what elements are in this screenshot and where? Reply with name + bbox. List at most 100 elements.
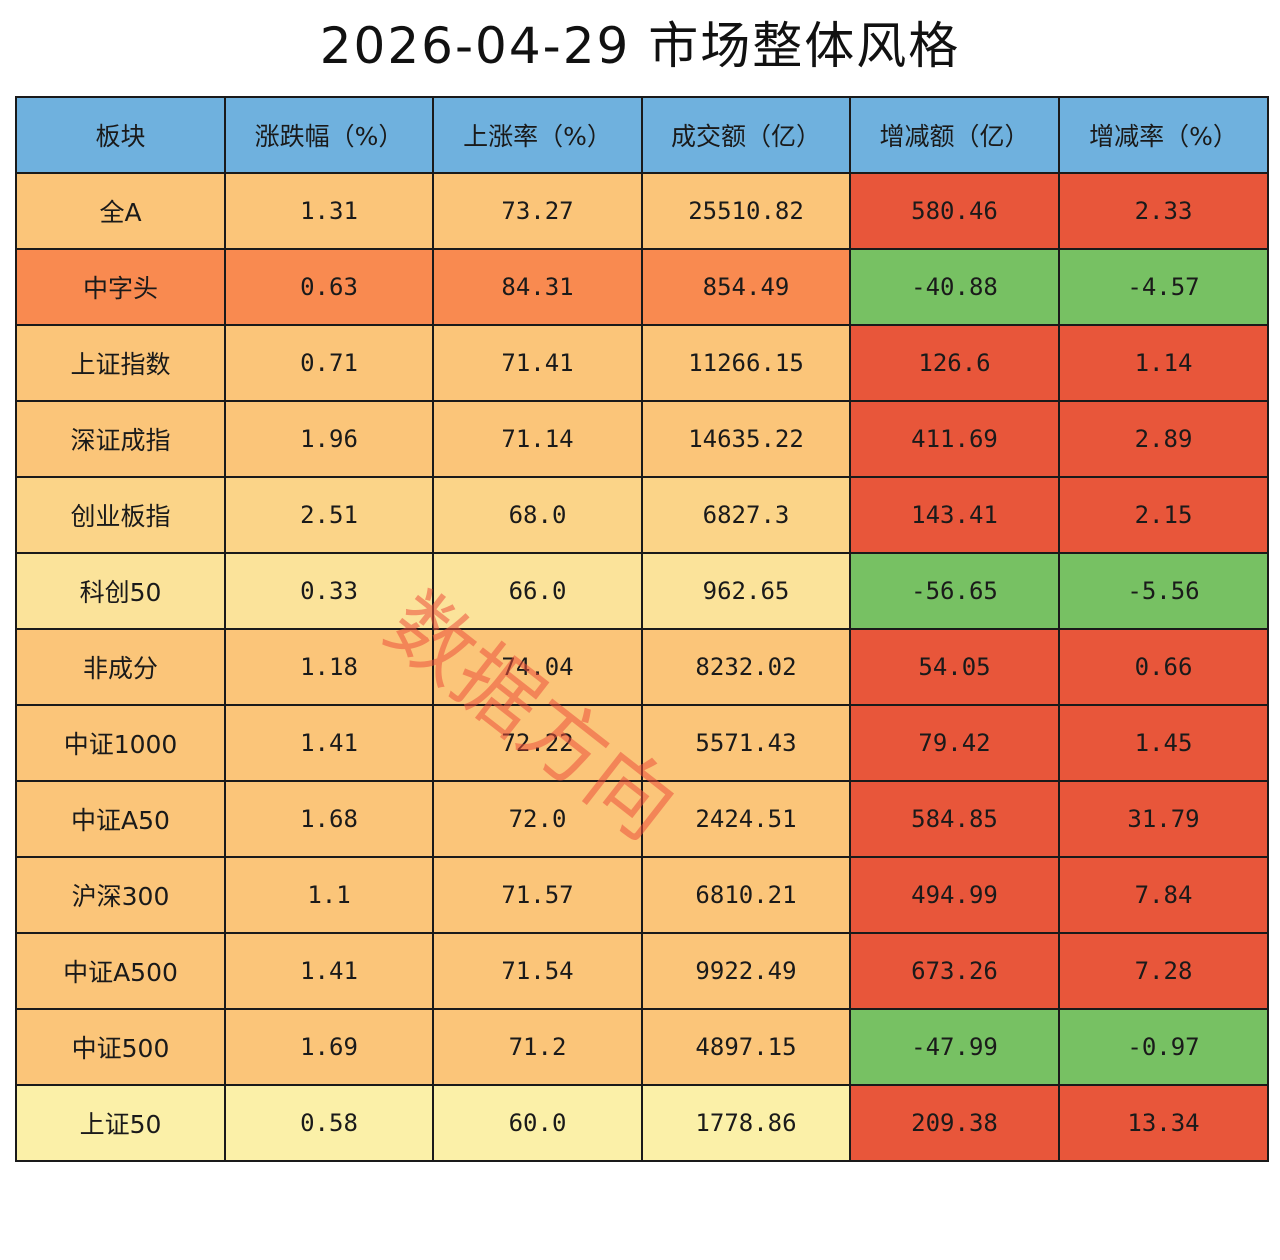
- cell-turnover-change-rate: -0.97: [1058, 1008, 1269, 1086]
- cell-change-pct: 1.68: [224, 780, 434, 858]
- cell-turnover-change-rate: -4.57: [1058, 248, 1269, 326]
- cell-rise-ratio: 66.0: [432, 552, 643, 630]
- cell-turnover: 854.49: [641, 248, 851, 326]
- header-sector: 板块: [15, 96, 226, 174]
- table-row: 非成分 1.18 74.04 8232.02 54.05 0.66: [15, 628, 1269, 706]
- table-row: 沪深300 1.1 71.57 6810.21 494.99 7.84: [15, 856, 1269, 934]
- cell-turnover-change: 126.6: [849, 324, 1060, 402]
- cell-turnover: 9922.49: [641, 932, 851, 1010]
- cell-sector: 中证500: [15, 1008, 226, 1086]
- cell-rise-ratio: 72.0: [432, 780, 643, 858]
- cell-change-pct: 1.41: [224, 932, 434, 1010]
- header-turnover-change-rate: 增减率（%）: [1058, 96, 1269, 174]
- cell-turnover-change-rate: 0.66: [1058, 628, 1269, 706]
- cell-turnover-change-rate: 31.79: [1058, 780, 1269, 858]
- cell-rise-ratio: 71.57: [432, 856, 643, 934]
- cell-turnover: 6810.21: [641, 856, 851, 934]
- cell-turnover-change: 673.26: [849, 932, 1060, 1010]
- cell-rise-ratio: 72.22: [432, 704, 643, 782]
- cell-turnover-change: 143.41: [849, 476, 1060, 554]
- cell-change-pct: 0.63: [224, 248, 434, 326]
- cell-sector: 中证A50: [15, 780, 226, 858]
- cell-sector: 深证成指: [15, 400, 226, 478]
- header-rise-ratio: 上涨率（%）: [432, 96, 643, 174]
- cell-change-pct: 1.31: [224, 172, 434, 250]
- cell-turnover-change-rate: 2.33: [1058, 172, 1269, 250]
- cell-rise-ratio: 68.0: [432, 476, 643, 554]
- cell-change-pct: 0.71: [224, 324, 434, 402]
- cell-change-pct: 1.69: [224, 1008, 434, 1086]
- table-row: 深证成指 1.96 71.14 14635.22 411.69 2.89: [15, 400, 1269, 478]
- cell-turnover: 11266.15: [641, 324, 851, 402]
- cell-turnover: 5571.43: [641, 704, 851, 782]
- cell-turnover-change: 411.69: [849, 400, 1060, 478]
- cell-rise-ratio: 84.31: [432, 248, 643, 326]
- cell-turnover: 962.65: [641, 552, 851, 630]
- cell-turnover-change-rate: 2.89: [1058, 400, 1269, 478]
- cell-sector: 创业板指: [15, 476, 226, 554]
- cell-turnover-change: 54.05: [849, 628, 1060, 706]
- cell-change-pct: 1.96: [224, 400, 434, 478]
- table-row: 中证500 1.69 71.2 4897.15 -47.99 -0.97: [15, 1008, 1269, 1086]
- cell-rise-ratio: 71.54: [432, 932, 643, 1010]
- cell-rise-ratio: 73.27: [432, 172, 643, 250]
- cell-sector: 全A: [15, 172, 226, 250]
- cell-turnover: 4897.15: [641, 1008, 851, 1086]
- page-title: 2026-04-29 市场整体风格: [319, 17, 961, 75]
- cell-turnover: 8232.02: [641, 628, 851, 706]
- cell-change-pct: 1.41: [224, 704, 434, 782]
- cell-rise-ratio: 74.04: [432, 628, 643, 706]
- cell-turnover-change-rate: -5.56: [1058, 552, 1269, 630]
- cell-rise-ratio: 71.41: [432, 324, 643, 402]
- cell-turnover-change-rate: 2.15: [1058, 476, 1269, 554]
- cell-rise-ratio: 60.0: [432, 1084, 643, 1162]
- header-turnover: 成交额（亿）: [641, 96, 851, 174]
- cell-change-pct: 0.58: [224, 1084, 434, 1162]
- cell-sector: 非成分: [15, 628, 226, 706]
- cell-turnover-change-rate: 13.34: [1058, 1084, 1269, 1162]
- cell-turnover: 6827.3: [641, 476, 851, 554]
- cell-change-pct: 0.33: [224, 552, 434, 630]
- cell-turnover-change: 79.42: [849, 704, 1060, 782]
- cell-sector: 中证A500: [15, 932, 226, 1010]
- cell-change-pct: 1.1: [224, 856, 434, 934]
- cell-rise-ratio: 71.2: [432, 1008, 643, 1086]
- table-row: 上证50 0.58 60.0 1778.86 209.38 13.34: [15, 1084, 1269, 1162]
- cell-turnover-change-rate: 1.14: [1058, 324, 1269, 402]
- table-row: 上证指数 0.71 71.41 11266.15 126.6 1.14: [15, 324, 1269, 402]
- table-row: 全A 1.31 73.27 25510.82 580.46 2.33: [15, 172, 1269, 250]
- header-row: 板块 涨跌幅（%） 上涨率（%） 成交额（亿） 增减额（亿） 增减率（%）: [15, 96, 1269, 174]
- cell-turnover-change-rate: 7.28: [1058, 932, 1269, 1010]
- table-row: 中证1000 1.41 72.22 5571.43 79.42 1.45: [15, 704, 1269, 782]
- cell-rise-ratio: 71.14: [432, 400, 643, 478]
- cell-turnover: 1778.86: [641, 1084, 851, 1162]
- table-row: 科创50 0.33 66.0 962.65 -56.65 -5.56: [15, 552, 1269, 630]
- header-change-pct: 涨跌幅（%）: [224, 96, 434, 174]
- cell-sector: 上证指数: [15, 324, 226, 402]
- cell-turnover-change-rate: 7.84: [1058, 856, 1269, 934]
- cell-turnover-change: 584.85: [849, 780, 1060, 858]
- cell-turnover-change: -56.65: [849, 552, 1060, 630]
- table-body: 全A 1.31 73.27 25510.82 580.46 2.33 中字头 0.63 84.3…: [15, 172, 1269, 1162]
- table-row: 创业板指 2.51 68.0 6827.3 143.41 2.15: [15, 476, 1269, 554]
- cell-change-pct: 1.18: [224, 628, 434, 706]
- cell-turnover-change: 580.46: [849, 172, 1060, 250]
- cell-turnover: 25510.82: [641, 172, 851, 250]
- table-row: 中证A50 1.68 72.0 2424.51 584.85 31.79: [15, 780, 1269, 858]
- cell-sector: 中字头: [15, 248, 226, 326]
- cell-turnover-change: 209.38: [849, 1084, 1060, 1162]
- cell-turnover-change: -40.88: [849, 248, 1060, 326]
- table-row: 中字头 0.63 84.31 854.49 -40.88 -4.57: [15, 248, 1269, 326]
- cell-turnover-change: 494.99: [849, 856, 1060, 934]
- cell-turnover: 14635.22: [641, 400, 851, 478]
- cell-turnover-change: -47.99: [849, 1008, 1060, 1086]
- cell-sector: 沪深300: [15, 856, 226, 934]
- table-row: 中证A500 1.41 71.54 9922.49 673.26 7.28: [15, 932, 1269, 1010]
- cell-turnover-change-rate: 1.45: [1058, 704, 1269, 782]
- cell-turnover: 2424.51: [641, 780, 851, 858]
- market-style-table: 板块 涨跌幅（%） 上涨率（%） 成交额（亿） 增减额（亿） 增减率（%） 全A…: [15, 96, 1269, 1162]
- cell-sector: 上证50: [15, 1084, 226, 1162]
- header-turnover-change: 增减额（亿）: [849, 96, 1060, 174]
- cell-sector: 中证1000: [15, 704, 226, 782]
- cell-change-pct: 2.51: [224, 476, 434, 554]
